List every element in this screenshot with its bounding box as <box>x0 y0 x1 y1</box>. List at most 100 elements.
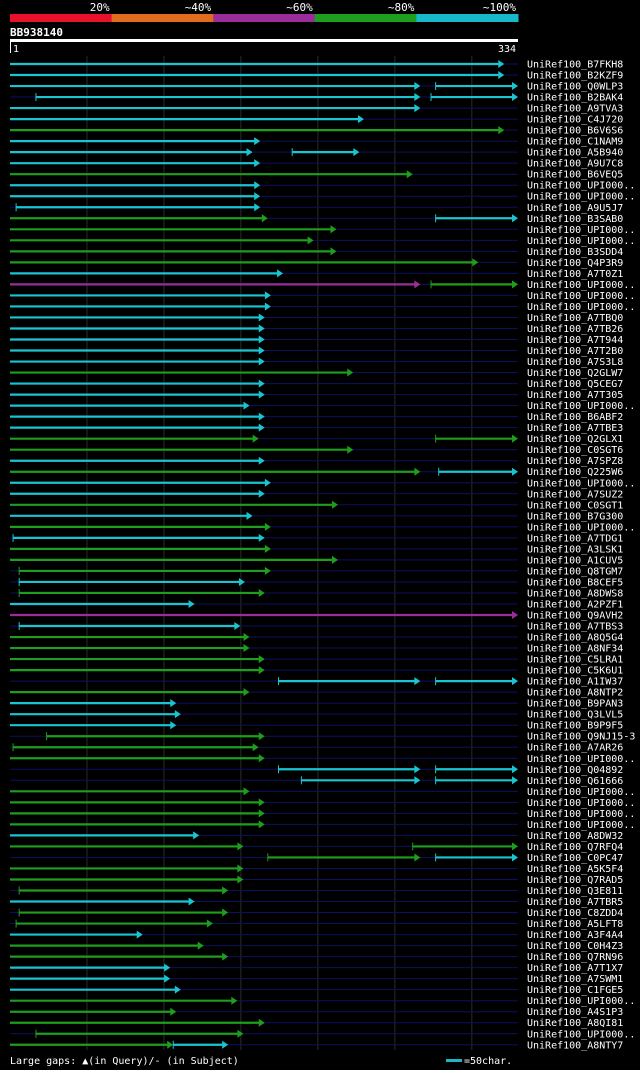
hit-label[interactable]: UniRef100_A7SPZ8 <box>527 456 623 467</box>
hit-row[interactable]: UniRef100_A4S1P3 <box>10 1007 623 1018</box>
hit-row[interactable]: UniRef100_UPI000.. <box>10 236 635 247</box>
hit-row[interactable]: UniRef100_UPI000.. <box>10 302 635 313</box>
hit-label[interactable]: UniRef100_UPI000.. <box>527 280 635 291</box>
hit-row[interactable]: UniRef100_Q7RFQ4 <box>10 842 623 853</box>
hit-label[interactable]: UniRef100_A8NTP2 <box>527 688 623 699</box>
hit-row[interactable]: UniRef100_Q3E811 <box>10 886 623 897</box>
hit-label[interactable]: UniRef100_B6ABF2 <box>527 412 623 423</box>
hit-row[interactable]: UniRef100_A7SUZ2 <box>10 489 623 500</box>
hit-row[interactable]: UniRef100_UPI000.. <box>10 754 635 765</box>
hit-row[interactable]: UniRef100_A7T2B0 <box>10 346 623 357</box>
hit-row[interactable]: UniRef100_A7T305 <box>10 390 623 401</box>
hit-label[interactable]: UniRef100_A2PZF1 <box>527 599 623 610</box>
hit-row[interactable]: UniRef100_UPI000.. <box>10 401 635 412</box>
hit-row[interactable]: UniRef100_B2BAK4 <box>10 93 623 104</box>
hit-row[interactable]: UniRef100_A5K5F4 <box>10 864 623 875</box>
hit-row[interactable]: UniRef100_A7TBE3 <box>10 423 623 434</box>
hit-label[interactable]: UniRef100_A7T944 <box>527 335 623 346</box>
hit-label[interactable]: UniRef100_C8ZDD4 <box>527 908 623 919</box>
hit-row[interactable]: UniRef100_A9TVA3 <box>10 104 623 115</box>
hit-row[interactable]: UniRef100_A7T944 <box>10 335 623 346</box>
hit-row[interactable]: UniRef100_Q225W6 <box>10 467 623 478</box>
hit-row[interactable]: UniRef100_B7G300 <box>10 511 623 522</box>
hit-label[interactable]: UniRef100_B2BAK4 <box>527 93 623 104</box>
hit-row[interactable]: UniRef100_C1NAM9 <box>10 137 623 148</box>
hit-label[interactable]: UniRef100_B3SAB0 <box>527 214 623 225</box>
hit-label[interactable]: UniRef100_A7TBR5 <box>527 897 623 908</box>
hit-label[interactable]: UniRef100_A3F4A4 <box>527 930 623 941</box>
hit-row[interactable]: UniRef100_A8DWS8 <box>10 588 623 599</box>
hit-label[interactable]: UniRef100_A5B940 <box>527 148 623 159</box>
hit-row[interactable]: UniRef100_UPI000.. <box>10 291 635 302</box>
hit-row[interactable]: UniRef100_Q9AVH2 <box>10 611 623 622</box>
hit-label[interactable]: UniRef100_A7TB26 <box>527 324 623 335</box>
hit-row[interactable]: UniRef100_A3LSK1 <box>10 544 623 555</box>
hit-row[interactable]: UniRef100_UPI000.. <box>10 280 635 291</box>
hit-row[interactable]: UniRef100_A7AR26 <box>10 743 623 754</box>
hit-label[interactable]: UniRef100_C4J720 <box>527 115 623 126</box>
hit-row[interactable]: UniRef100_A7T1X7 <box>10 963 623 974</box>
hit-row[interactable]: UniRef100_A5LFT8 <box>10 919 623 930</box>
hit-label[interactable]: UniRef100_A3LSK1 <box>527 544 623 555</box>
hit-row[interactable]: UniRef100_A8Q5G4 <box>10 633 623 644</box>
hit-label[interactable]: UniRef100_A5K5F4 <box>527 864 623 875</box>
hit-label[interactable]: UniRef100_B9PAN3 <box>527 699 623 710</box>
hit-row[interactable]: UniRef100_B6ABF2 <box>10 412 623 423</box>
hit-row[interactable]: UniRef100_UPI000.. <box>10 225 635 236</box>
hit-label[interactable]: UniRef100_A7SWM1 <box>527 974 623 985</box>
hit-label[interactable]: UniRef100_C5LRA1 <box>527 655 623 666</box>
hit-label[interactable]: UniRef100_A8QI81 <box>527 1018 623 1029</box>
hit-row[interactable]: UniRef100_B9PAN3 <box>10 699 623 710</box>
hit-row[interactable]: UniRef100_B8CEF5 <box>10 577 623 588</box>
hit-row[interactable]: UniRef100_Q0WLP3 <box>10 82 623 93</box>
hit-row[interactable]: UniRef100_C4J720 <box>10 115 623 126</box>
hit-row[interactable]: UniRef100_A9U5J7 <box>10 203 623 214</box>
hit-row[interactable]: UniRef100_Q2GLX1 <box>10 434 623 445</box>
hit-label[interactable]: UniRef100_A7T0Z1 <box>527 269 623 280</box>
hit-row[interactable]: UniRef100_A8NTP2 <box>10 688 623 699</box>
hit-label[interactable]: UniRef100_A9U5J7 <box>527 203 623 214</box>
hit-label[interactable]: UniRef100_C0PC47 <box>527 853 623 864</box>
hit-label[interactable]: UniRef100_Q3E811 <box>527 886 623 897</box>
hit-row[interactable]: UniRef100_UPI000.. <box>10 820 635 831</box>
hit-label[interactable]: UniRef100_Q8TGM7 <box>527 566 623 577</box>
hit-label[interactable]: UniRef100_A8DWS8 <box>527 588 623 599</box>
hit-row[interactable]: UniRef100_B3SDD4 <box>10 247 623 258</box>
hit-row[interactable]: UniRef100_A1IW37 <box>10 677 623 688</box>
hit-label[interactable]: UniRef100_UPI000.. <box>527 787 635 798</box>
hit-label[interactable]: UniRef100_UPI000.. <box>527 236 635 247</box>
hit-row[interactable]: UniRef100_UPI000.. <box>10 1029 635 1040</box>
hit-label[interactable]: UniRef100_UPI000.. <box>527 798 635 809</box>
hit-row[interactable]: UniRef100_A7TDG1 <box>10 533 623 544</box>
hit-label[interactable]: UniRef100_UPI000.. <box>527 809 635 820</box>
hit-label[interactable]: UniRef100_UPI000.. <box>527 225 635 236</box>
hit-row[interactable]: UniRef100_A7TBS3 <box>10 622 623 633</box>
hit-label[interactable]: UniRef100_UPI000.. <box>527 1029 635 1040</box>
hit-row[interactable]: UniRef100_A7SPZ8 <box>10 456 623 467</box>
hit-row[interactable]: UniRef100_A9U7C8 <box>10 159 623 170</box>
hit-row[interactable]: UniRef100_B7FKH8 <box>10 60 623 71</box>
hit-label[interactable]: UniRef100_B7FKH8 <box>527 60 623 71</box>
hit-row[interactable]: UniRef100_C0SGT1 <box>10 500 623 511</box>
hit-label[interactable]: UniRef100_Q4P3R9 <box>527 258 623 269</box>
hit-label[interactable]: UniRef100_A8Q5G4 <box>527 633 623 644</box>
hit-row[interactable]: UniRef100_B6VEQ5 <box>10 170 623 181</box>
hit-label[interactable]: UniRef100_Q2GLX1 <box>527 434 623 445</box>
hit-row[interactable]: UniRef100_B2KZF9 <box>10 71 623 82</box>
hit-row[interactable]: UniRef100_UPI000.. <box>10 787 635 798</box>
hit-row[interactable]: UniRef100_Q3LVL5 <box>10 710 623 721</box>
hit-row[interactable]: UniRef100_B9P9F5 <box>10 721 623 732</box>
hit-label[interactable]: UniRef100_A8DW32 <box>527 831 623 842</box>
hit-label[interactable]: UniRef100_UPI000.. <box>527 401 635 412</box>
hit-row[interactable]: UniRef100_A7S3L8 <box>10 357 623 368</box>
hit-label[interactable]: UniRef100_A9U7C8 <box>527 159 623 170</box>
hit-row[interactable]: UniRef100_A7TBQ0 <box>10 313 623 324</box>
hit-row[interactable]: UniRef100_UPI000.. <box>10 809 635 820</box>
hit-label[interactable]: UniRef100_Q7RN96 <box>527 952 623 963</box>
hit-row[interactable]: UniRef100_C0H4Z3 <box>10 941 623 952</box>
hit-row[interactable]: UniRef100_C0PC47 <box>10 853 623 864</box>
hit-label[interactable]: UniRef100_C5K6U1 <box>527 666 623 677</box>
hit-label[interactable]: UniRef100_UPI000.. <box>527 478 635 489</box>
hit-label[interactable]: UniRef100_Q5CEG7 <box>527 379 623 390</box>
hit-row[interactable]: UniRef100_C1FGE5 <box>10 985 623 996</box>
